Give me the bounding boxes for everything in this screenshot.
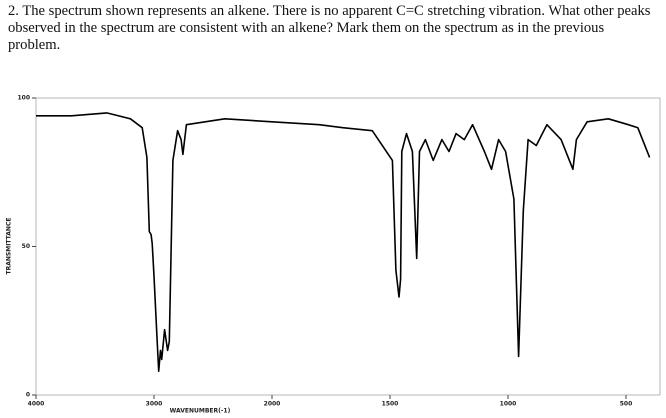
y-tick-label: 0	[26, 392, 30, 399]
plot-frame	[35, 97, 661, 396]
y-tick-label: 100	[17, 95, 30, 102]
x-tick-label: 3000	[146, 401, 163, 408]
x-tick-label: 1000	[500, 401, 517, 408]
x-tick-label: 500	[620, 401, 633, 408]
x-axis-label: WAVENUMBER(-1)	[170, 408, 231, 415]
y-axis-label: TRANSMITTANCE	[6, 218, 13, 275]
x-tick-label: 1500	[382, 401, 399, 408]
x-tick-label: 2000	[264, 401, 281, 408]
x-tick-label: 4000	[28, 401, 45, 408]
spectrum-line	[36, 112, 651, 372]
y-tick-label: 50	[22, 243, 30, 250]
question-text: 2. The spectrum shown represents an alke…	[8, 3, 651, 53]
